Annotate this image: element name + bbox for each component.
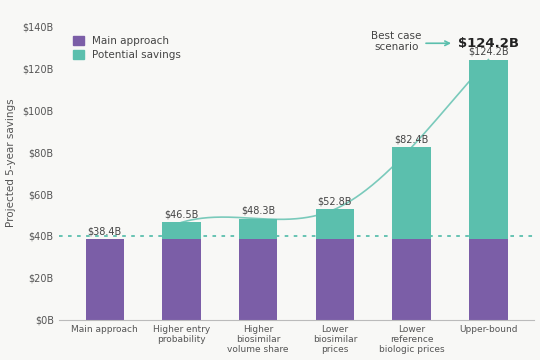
Text: $82.4B: $82.4B xyxy=(395,134,429,144)
Legend: Main approach, Potential savings: Main approach, Potential savings xyxy=(73,36,181,60)
Text: Best case
scenario: Best case scenario xyxy=(371,31,422,52)
Bar xyxy=(239,219,278,239)
Text: $48.3B: $48.3B xyxy=(241,206,275,215)
Text: $124.2B: $124.2B xyxy=(468,46,509,57)
Bar xyxy=(163,222,201,239)
Bar xyxy=(469,239,508,320)
Text: $38.4B: $38.4B xyxy=(87,226,122,236)
Bar xyxy=(86,239,124,320)
Bar xyxy=(239,239,278,320)
Text: $46.5B: $46.5B xyxy=(164,209,199,219)
Bar xyxy=(316,209,354,239)
Bar xyxy=(469,60,508,239)
Bar xyxy=(316,239,354,320)
Bar xyxy=(163,239,201,320)
Text: $124.2B: $124.2B xyxy=(458,37,519,50)
Y-axis label: Projected 5-year savings: Projected 5-year savings xyxy=(5,98,16,227)
Bar xyxy=(393,147,431,239)
Text: $52.8B: $52.8B xyxy=(318,196,352,206)
Bar xyxy=(393,239,431,320)
